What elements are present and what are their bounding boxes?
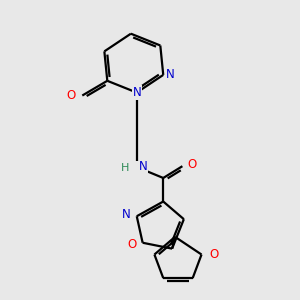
Text: O: O (127, 238, 136, 251)
Text: N: N (166, 68, 174, 81)
Text: N: N (132, 86, 141, 99)
Text: N: N (139, 160, 148, 173)
Text: H: H (122, 163, 130, 173)
Text: O: O (188, 158, 197, 171)
Text: N: N (122, 208, 131, 221)
Text: O: O (67, 89, 76, 102)
Text: O: O (209, 248, 218, 261)
